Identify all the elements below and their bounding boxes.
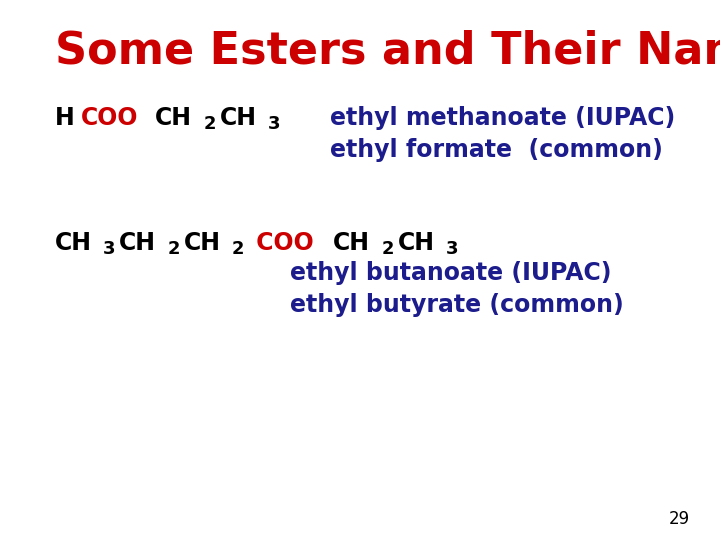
Text: CH: CH	[220, 106, 256, 130]
Text: ethyl formate  (common): ethyl formate (common)	[330, 138, 663, 162]
Text: 2: 2	[382, 240, 394, 258]
Text: CH: CH	[397, 231, 435, 255]
Text: 29: 29	[669, 510, 690, 528]
Text: ethyl methanoate (IUPAC): ethyl methanoate (IUPAC)	[330, 106, 675, 130]
Text: 2: 2	[232, 240, 244, 258]
Text: Some Esters and Their Names: Some Esters and Their Names	[55, 30, 720, 73]
Text: CH: CH	[333, 231, 370, 255]
Text: 2: 2	[167, 240, 180, 258]
Text: COO: COO	[81, 106, 138, 130]
Text: CH: CH	[120, 231, 156, 255]
Text: 3: 3	[268, 115, 280, 133]
Text: CH: CH	[184, 231, 220, 255]
Text: ethyl butyrate (common): ethyl butyrate (common)	[290, 293, 624, 317]
Text: CH: CH	[55, 231, 92, 255]
Text: CH: CH	[156, 106, 192, 130]
Text: ethyl butanoate (IUPAC): ethyl butanoate (IUPAC)	[290, 261, 611, 285]
Text: H: H	[55, 106, 75, 130]
Text: 3: 3	[103, 240, 115, 258]
Text: 2: 2	[203, 115, 216, 133]
Text: 3: 3	[446, 240, 458, 258]
Text: COO: COO	[248, 231, 314, 255]
